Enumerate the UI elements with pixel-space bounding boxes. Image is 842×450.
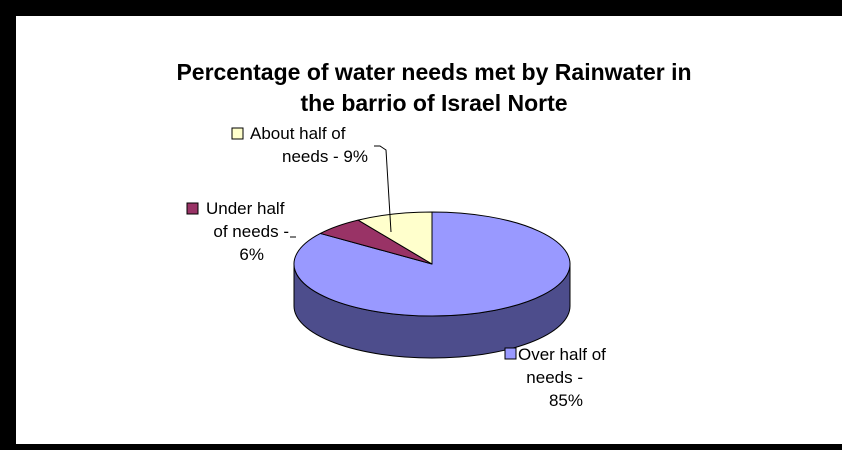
label-text-over-half-of-needs-3: 85% (549, 391, 583, 410)
leader-line-about-half-of-needs (374, 145, 392, 233)
chart-title-line-1: Percentage of water needs met by Rainwat… (176, 59, 691, 85)
data-labels: Over half of needs - 85% Under half of needs… (186, 124, 606, 410)
chart-title-line-2: the barrio of Israel Norte (300, 90, 567, 116)
label-key-under-half-of-needs (186, 202, 199, 215)
data-label-under-half-of-needs: Under half of needs - 6% (186, 199, 289, 264)
label-text-under-half-of-needs-3: 6% (239, 245, 264, 264)
label-text-over-half-of-needs-1: Over half of (518, 345, 606, 364)
label-text-under-half-of-needs-2: of needs - (213, 222, 289, 241)
data-label-over-half-of-needs: Over half of needs - 85% (504, 345, 606, 410)
label-text-about-half-of-needs-2: needs - 9% (282, 147, 368, 166)
pie-slice-about-half-of-needs (357, 211, 433, 265)
data-label-about-half-of-needs: About half of needs - 9% (231, 124, 368, 166)
label-text-over-half-of-needs-2: needs - (526, 368, 583, 387)
chart-title: Percentage of water needs met by Rainwat… (176, 59, 691, 116)
label-key-about-half-of-needs (231, 127, 244, 140)
label-text-under-half-of-needs-1: Under half (206, 199, 285, 218)
label-key-over-half-of-needs (504, 347, 517, 360)
label-text-about-half-of-needs-1: About half of (250, 124, 346, 143)
pie-group (293, 211, 571, 359)
